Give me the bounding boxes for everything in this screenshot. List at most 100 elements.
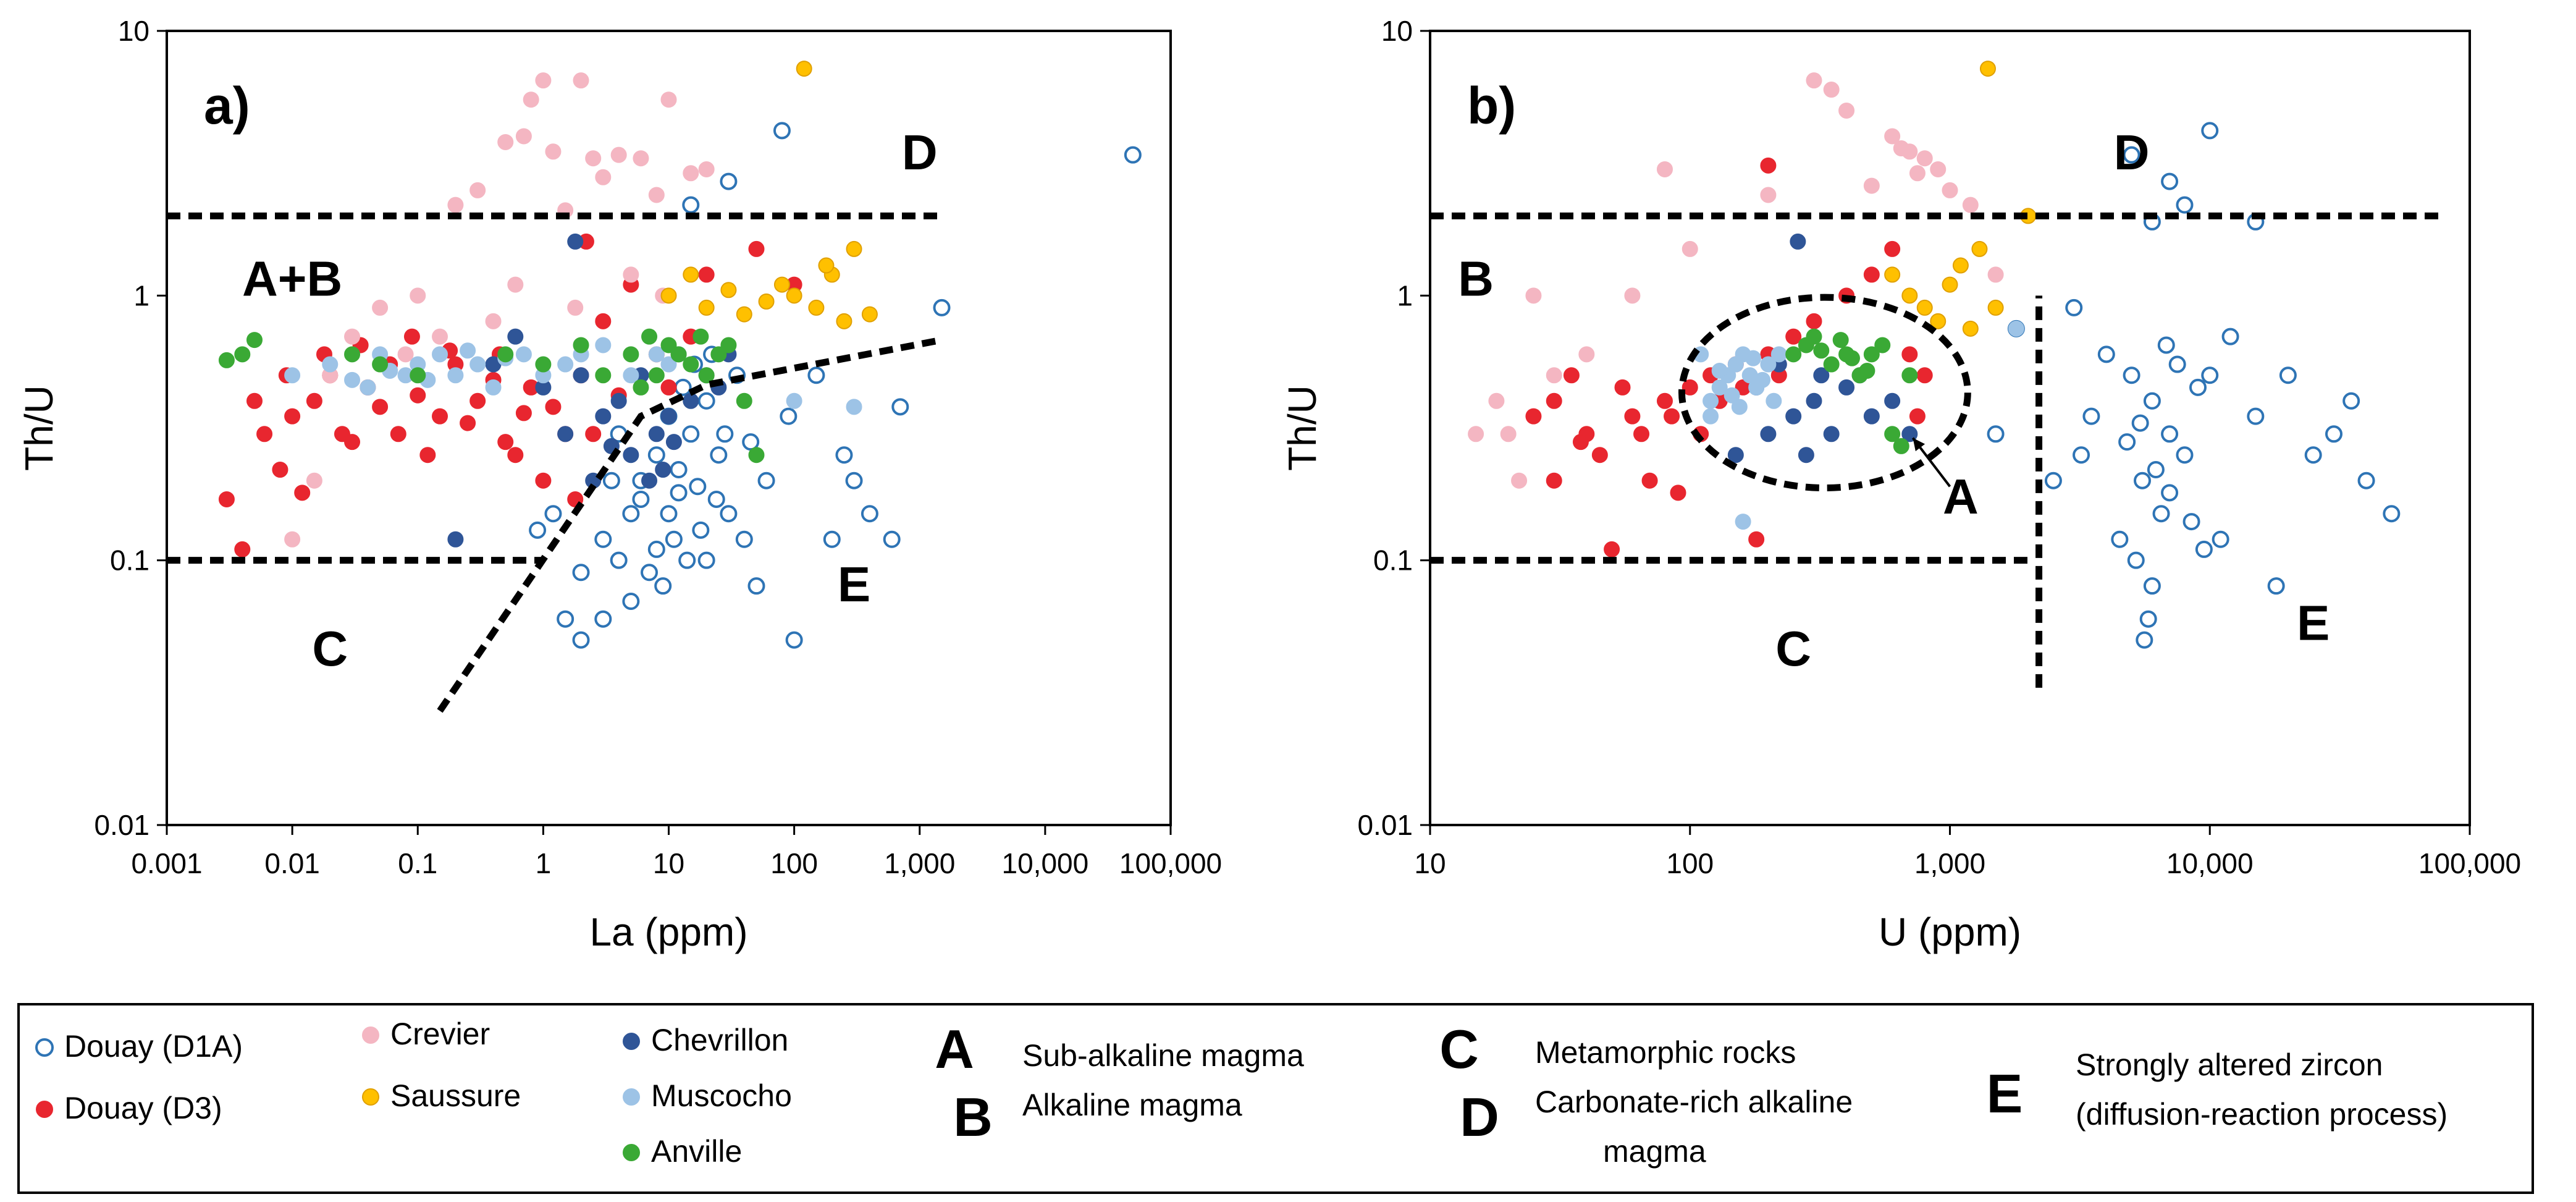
data-point	[515, 128, 532, 145]
data-point	[1488, 392, 1505, 409]
data-point	[1884, 240, 1901, 257]
data-point	[1863, 266, 1880, 283]
data-point	[497, 434, 514, 451]
data-point	[648, 367, 665, 384]
data-point	[623, 346, 639, 363]
data-point	[1500, 426, 1517, 442]
data-point	[294, 485, 311, 501]
data-point	[1670, 485, 1686, 501]
legend-marker	[362, 1026, 379, 1044]
data-point	[573, 337, 589, 353]
data-point	[773, 276, 790, 293]
data-point	[674, 378, 692, 396]
data-point	[432, 346, 448, 363]
data-point	[2189, 378, 2207, 396]
data-point	[1624, 408, 1641, 425]
data-point	[692, 521, 710, 539]
data-point	[344, 371, 361, 388]
data-point	[1962, 197, 1979, 213]
series-anville	[1785, 328, 1918, 454]
data-point	[1754, 371, 1771, 388]
data-point	[1124, 146, 1142, 164]
legend-series-label: Anville	[651, 1134, 742, 1169]
data-point	[720, 172, 738, 190]
data-point	[1823, 82, 1840, 98]
data-point	[1633, 426, 1650, 442]
data-point	[1546, 472, 1562, 489]
data-point	[284, 531, 301, 548]
region-label: B	[1458, 251, 1494, 306]
data-point	[595, 169, 612, 185]
data-point	[665, 434, 682, 451]
data-point	[1766, 392, 1782, 409]
data-point	[735, 530, 753, 548]
plot-area	[166, 30, 1172, 826]
data-point	[622, 593, 640, 611]
data-point	[1641, 472, 1658, 489]
x-tick-label: 100,000	[1119, 847, 1222, 879]
data-point	[1624, 287, 1641, 304]
data-point	[780, 407, 798, 425]
data-point	[1563, 367, 1580, 384]
data-point	[2127, 551, 2145, 569]
data-point	[647, 540, 665, 558]
y-tick-label: 0.1	[110, 544, 149, 577]
legend-series-label: Chevrillon	[651, 1023, 788, 1057]
data-point	[1962, 320, 1979, 337]
data-point	[594, 530, 612, 548]
data-point	[808, 299, 825, 316]
data-point	[572, 631, 590, 649]
data-point	[469, 356, 486, 373]
data-point	[535, 472, 552, 489]
data-point	[567, 299, 584, 316]
data-point	[507, 328, 524, 345]
data-point	[648, 346, 665, 363]
data-point	[647, 446, 665, 464]
data-point	[689, 478, 707, 496]
region-label: D	[2114, 125, 2150, 180]
series-anville	[218, 328, 765, 463]
legend-key-letter: C	[1439, 1018, 1479, 1080]
data-point	[660, 91, 677, 108]
data-point	[818, 257, 835, 274]
data-point	[1760, 157, 1777, 174]
data-point	[1703, 392, 1719, 409]
series-muscocho	[284, 337, 862, 415]
data-point	[1884, 266, 1901, 283]
data-point	[648, 187, 665, 203]
data-point	[1806, 392, 1822, 409]
data-point	[720, 505, 738, 523]
data-point	[1703, 408, 1719, 425]
data-point	[372, 356, 389, 373]
data-point	[306, 392, 322, 409]
data-point	[2139, 610, 2157, 628]
x-tick-label: 10	[1414, 847, 1446, 879]
data-point	[306, 472, 322, 489]
data-point	[234, 541, 251, 557]
data-point	[1909, 408, 1926, 425]
data-point	[1884, 392, 1901, 409]
data-point	[773, 122, 791, 140]
series-crevier	[284, 72, 715, 548]
data-point	[2383, 505, 2401, 523]
data-point	[736, 306, 752, 323]
data-point	[1727, 447, 1744, 463]
data-point	[1711, 362, 1728, 379]
data-point	[545, 399, 562, 415]
x-axis-label: U (ppm)	[1879, 910, 2021, 954]
x-tick-label: 100	[770, 847, 818, 879]
data-point	[1748, 531, 1765, 548]
legend-key-text: (diffusion-reaction process)	[2076, 1097, 2448, 1132]
data-point	[1806, 72, 1822, 89]
data-point	[883, 530, 901, 548]
legend-marker	[36, 1101, 53, 1118]
legend-series-label: Douay (D1A)	[64, 1029, 243, 1064]
x-tick-label: 10,000	[1002, 847, 1089, 879]
data-point	[697, 392, 715, 410]
data-point	[710, 346, 727, 363]
data-point	[1859, 362, 1875, 379]
data-point	[698, 266, 715, 283]
data-point	[284, 367, 301, 384]
data-point	[641, 472, 658, 489]
data-point	[1916, 367, 1933, 384]
